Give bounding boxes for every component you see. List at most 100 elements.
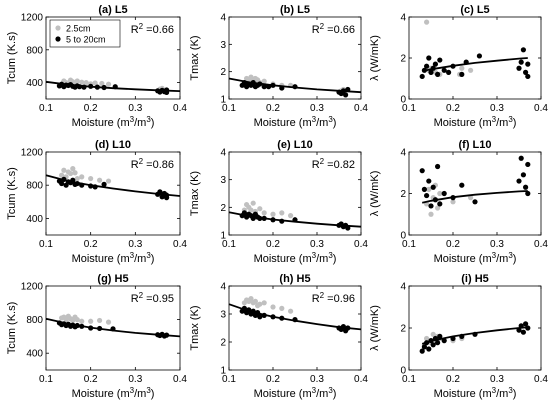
x-axis-label: Moisture (m3/m3) (72, 386, 155, 401)
y-tick-label: 800 (26, 315, 43, 326)
data-point (105, 178, 112, 184)
x-axis-label: Moisture (m3/m3) (254, 115, 337, 130)
data-point (428, 69, 434, 75)
x-tick-label: 0.3 (128, 103, 142, 114)
x-tick-label: 0.3 (310, 239, 324, 250)
data-point (523, 184, 529, 190)
data-point (105, 319, 112, 325)
fit-curve (421, 326, 528, 345)
data-point (468, 195, 474, 201)
chart-panel-4: 0.1 0.2 0.3 0.4 400 800 1200 (d) L10 Moisture (m… (6, 139, 187, 265)
fit-curve (45, 80, 181, 92)
data-point (248, 74, 254, 80)
x-tick-label: 0.4 (354, 374, 368, 385)
data-point (518, 59, 524, 65)
x-tick-label: 0.4 (173, 103, 187, 114)
y-tick-label: 1200 (21, 148, 44, 159)
data-point (426, 178, 432, 184)
series-2-5cm (241, 296, 294, 314)
plot-area (228, 151, 362, 236)
x-tick-label: 0.1 (222, 239, 236, 250)
data-point (516, 65, 522, 71)
chart-title: (e) L10 (277, 139, 312, 151)
y-axis-label: Tmax (K) (189, 35, 201, 80)
data-point (288, 213, 294, 219)
data-point (435, 163, 441, 170)
data-point (428, 211, 434, 217)
data-point (419, 73, 425, 80)
y-tick-label: 4 (400, 148, 406, 159)
data-point (248, 296, 254, 302)
x-tick-label: 0.2 (266, 103, 280, 114)
y-axis-label: Tcum (K.s) (6, 302, 18, 355)
y-tick-label: 400 (26, 214, 43, 225)
data-point (430, 342, 436, 348)
data-point (419, 168, 425, 174)
data-point (74, 175, 80, 182)
data-point (430, 184, 436, 190)
data-point (516, 178, 522, 184)
data-point (248, 207, 254, 213)
data-point (72, 170, 78, 176)
data-point (421, 344, 427, 350)
data-point (270, 211, 276, 217)
r-squared-label: R2 =0.96 (312, 291, 355, 306)
x-tick-label: 0.2 (266, 239, 280, 250)
y-tick-label: 0 (400, 95, 406, 106)
x-tick-label: 0.3 (310, 103, 324, 114)
y-tick-label: 800 (26, 45, 43, 56)
chart-title: (b) L5 (280, 4, 310, 16)
y-tick-label: 4 (220, 282, 226, 293)
data-point (257, 206, 263, 212)
x-tick-label: 0.2 (446, 374, 460, 385)
x-tick-label: 0.4 (173, 374, 187, 385)
y-tick-label: 3 (220, 310, 226, 321)
x-tick-label: 0.2 (446, 103, 460, 114)
x-tick-label: 0.1 (402, 103, 416, 114)
chart-title: (h) H5 (279, 273, 310, 285)
data-point (432, 61, 438, 67)
fit-curve (228, 77, 362, 94)
data-point (523, 69, 529, 75)
data-point (446, 69, 452, 75)
r-squared-label: R2 =0.66 (312, 22, 355, 37)
data-point (525, 161, 531, 168)
r-squared-label: R2 =0.86 (131, 157, 174, 172)
r-squared-label: R2 =0.66 (131, 22, 174, 37)
data-point (99, 80, 105, 87)
legend-marker (55, 36, 61, 42)
y-tick-label: 4 (400, 13, 406, 24)
x-axis-label: Moisture (m3/m3) (254, 251, 337, 266)
x-tick-label: 0.2 (84, 103, 98, 114)
data-point (97, 317, 103, 324)
data-point (424, 192, 430, 199)
x-tick-label: 0.4 (534, 239, 548, 250)
x-tick-label: 0.2 (84, 374, 98, 385)
data-point (437, 201, 443, 207)
x-axis-label: Moisture (m3/m3) (72, 115, 155, 130)
chart-panel-2: 0.1 0.2 0.3 0.4 1 2 3 4 (b) L5 Moisture (m3/m3) Tm… (189, 4, 368, 129)
data-point (343, 92, 349, 98)
data-point (459, 71, 465, 77)
legend-label: 2.5cm (66, 24, 91, 34)
x-tick-label: 0.3 (490, 239, 504, 250)
y-axis-label: Tcum (K.s) (6, 167, 18, 220)
data-point (70, 166, 76, 172)
r-squared-label: R2 =0.82 (312, 157, 355, 172)
y-tick-label: 400 (26, 78, 43, 89)
data-point (459, 182, 465, 188)
y-tick-label: 1200 (21, 282, 44, 293)
fit-curve (45, 317, 181, 338)
data-point (450, 199, 456, 205)
chart-title: (c) L5 (460, 4, 489, 16)
fit-curve (228, 211, 362, 228)
x-tick-label: 0.3 (128, 374, 142, 385)
r-squared-label: R2 =0.95 (131, 291, 174, 306)
x-tick-label: 0.1 (39, 374, 53, 385)
x-tick-label: 0.4 (354, 103, 368, 114)
series-2-5cm (59, 166, 112, 184)
x-tick-label: 0.2 (266, 374, 280, 385)
y-axis-label: Tcum (K.s) (6, 32, 18, 85)
y-tick-label: 2 (400, 324, 406, 335)
